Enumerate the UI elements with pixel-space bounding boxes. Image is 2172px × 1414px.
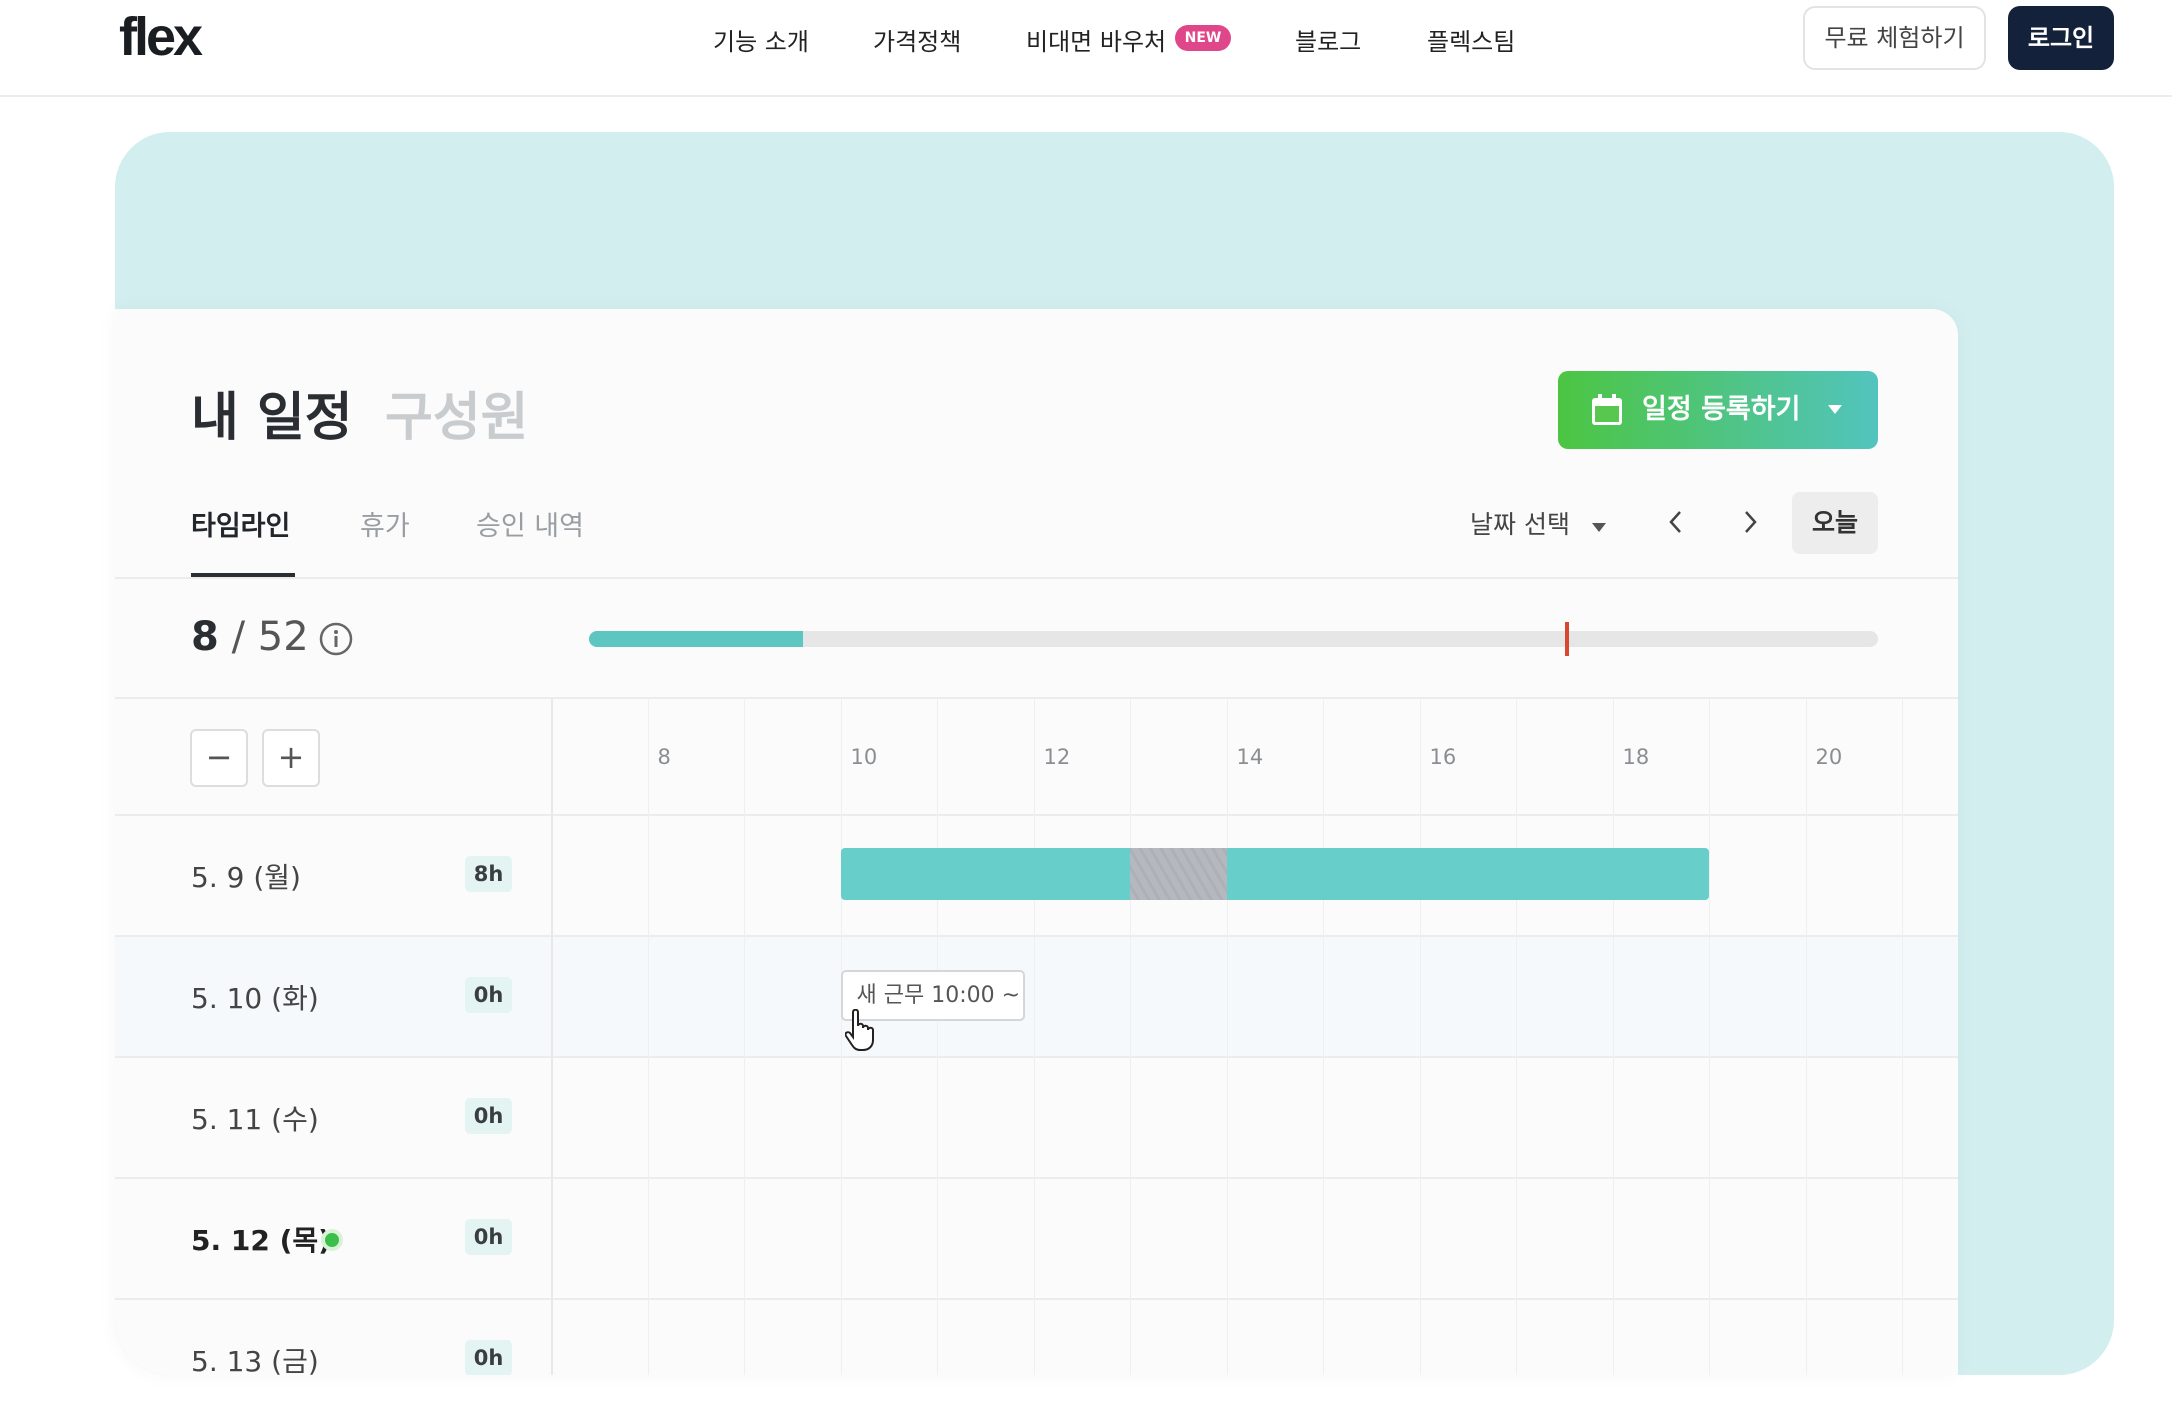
hour-label: 18 [1622, 745, 1650, 769]
prev-icon[interactable] [1668, 510, 1684, 534]
current-marker [1564, 622, 1569, 656]
top-nav: flex 기능 소개 가격정책 비대면 바우처 NEW 블로그 플렉스팀 무료 … [0, 0, 2172, 97]
hour-gridline [647, 698, 649, 1375]
add-schedule-label: 일정 등록하기 [1642, 394, 1801, 425]
nav-pricing[interactable]: 가격정책 [873, 28, 962, 56]
divider [115, 577, 1958, 579]
login-button[interactable]: 로그인 [2008, 6, 2114, 70]
table-row[interactable] [115, 1298, 1958, 1375]
hand-cursor-icon [844, 1009, 874, 1051]
hours-badge: 8h [465, 856, 512, 892]
info-icon[interactable] [319, 622, 353, 656]
today-dot [325, 1233, 339, 1247]
hour-gridline [1323, 698, 1324, 1375]
new-badge: NEW [1175, 25, 1231, 51]
hour-gridline [840, 698, 842, 1375]
date-select-label: 날짜 선택 [1470, 510, 1570, 539]
day-label: 5. 9 (월) [191, 861, 301, 894]
break-block[interactable] [1130, 848, 1227, 900]
new-work-popup[interactable]: 새 근무 10:00 ~ [840, 970, 1025, 1021]
table-row[interactable] [115, 1056, 1958, 1177]
flex-logo[interactable]: flex [119, 7, 203, 67]
schedule-card: 내 일정 구성원 일정 등록하기 타임라인 휴가 승인 내역 날짜 선택 오늘 … [115, 309, 1958, 1375]
hour-gridline [1805, 698, 1807, 1375]
nav-features[interactable]: 기능 소개 [713, 28, 809, 56]
caret-down-icon [1591, 523, 1606, 532]
tab-approvals[interactable]: 승인 내역 [476, 511, 584, 542]
count-total: / 52 [231, 614, 309, 660]
hour-gridline [1226, 698, 1228, 1375]
active-tab-indicator [191, 573, 295, 577]
tab-vacation[interactable]: 휴가 [360, 511, 410, 542]
divider [115, 697, 1958, 699]
date-select-dropdown[interactable]: 날짜 선택 [1470, 505, 1606, 541]
hour-gridline [1612, 698, 1614, 1375]
next-icon[interactable] [1742, 510, 1758, 534]
hour-gridline [1033, 698, 1035, 1375]
members-title[interactable]: 구성원 [385, 388, 529, 448]
day-label: 5. 11 (수) [191, 1103, 319, 1136]
nav-voucher[interactable]: 비대면 바우처 [1026, 28, 1167, 56]
hour-label: 16 [1429, 745, 1457, 769]
caret-down-icon [1828, 405, 1842, 414]
hours-badge: 0h [465, 1098, 512, 1134]
table-row[interactable] [115, 814, 1958, 935]
count-display: 8 / 52 [191, 614, 309, 660]
page-title[interactable]: 내 일정 [191, 388, 353, 448]
zoom-in-button[interactable]: + [262, 729, 320, 787]
zoom-out-button[interactable]: − [190, 729, 248, 787]
tab-timeline[interactable]: 타임라인 [191, 511, 291, 542]
day-label: 5. 10 (화) [191, 982, 319, 1015]
hour-gridline [1709, 698, 1710, 1375]
hour-label: 20 [1815, 745, 1843, 769]
progress-bar [589, 631, 1878, 647]
hour-label: 10 [850, 745, 878, 769]
table-row[interactable] [115, 1177, 1958, 1298]
calendar-icon [1592, 394, 1622, 425]
hours-badge: 0h [465, 1340, 512, 1375]
table-row[interactable] [115, 935, 1958, 1056]
nav-team[interactable]: 플렉스팀 [1427, 28, 1516, 56]
hour-label: 14 [1236, 745, 1264, 769]
progress-fill [589, 631, 803, 647]
hour-gridline [1419, 698, 1421, 1375]
hour-gridline [937, 698, 938, 1375]
free-trial-button[interactable]: 무료 체험하기 [1803, 6, 1986, 70]
add-schedule-button[interactable]: 일정 등록하기 [1558, 371, 1878, 449]
count-current: 8 [191, 614, 219, 660]
nav-blog[interactable]: 블로그 [1295, 28, 1362, 56]
hour-gridline [1516, 698, 1517, 1375]
today-button[interactable]: 오늘 [1792, 492, 1878, 554]
hour-label: 8 [657, 745, 671, 769]
column-divider [551, 698, 553, 1375]
hour-gridline [1902, 698, 1903, 1375]
hour-label: 12 [1043, 745, 1071, 769]
hour-gridline [744, 698, 745, 1375]
work-block[interactable] [840, 848, 1709, 900]
day-label: 5. 12 (목) [191, 1224, 331, 1257]
hours-badge: 0h [465, 1219, 512, 1255]
hours-badge: 0h [465, 977, 512, 1013]
day-label: 5. 13 (금) [191, 1345, 319, 1375]
hour-gridline [1130, 698, 1131, 1375]
